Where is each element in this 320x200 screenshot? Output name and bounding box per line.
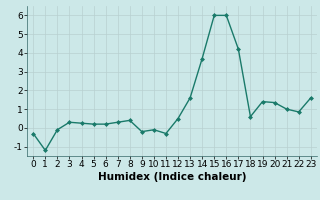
X-axis label: Humidex (Indice chaleur): Humidex (Indice chaleur) (98, 172, 246, 182)
